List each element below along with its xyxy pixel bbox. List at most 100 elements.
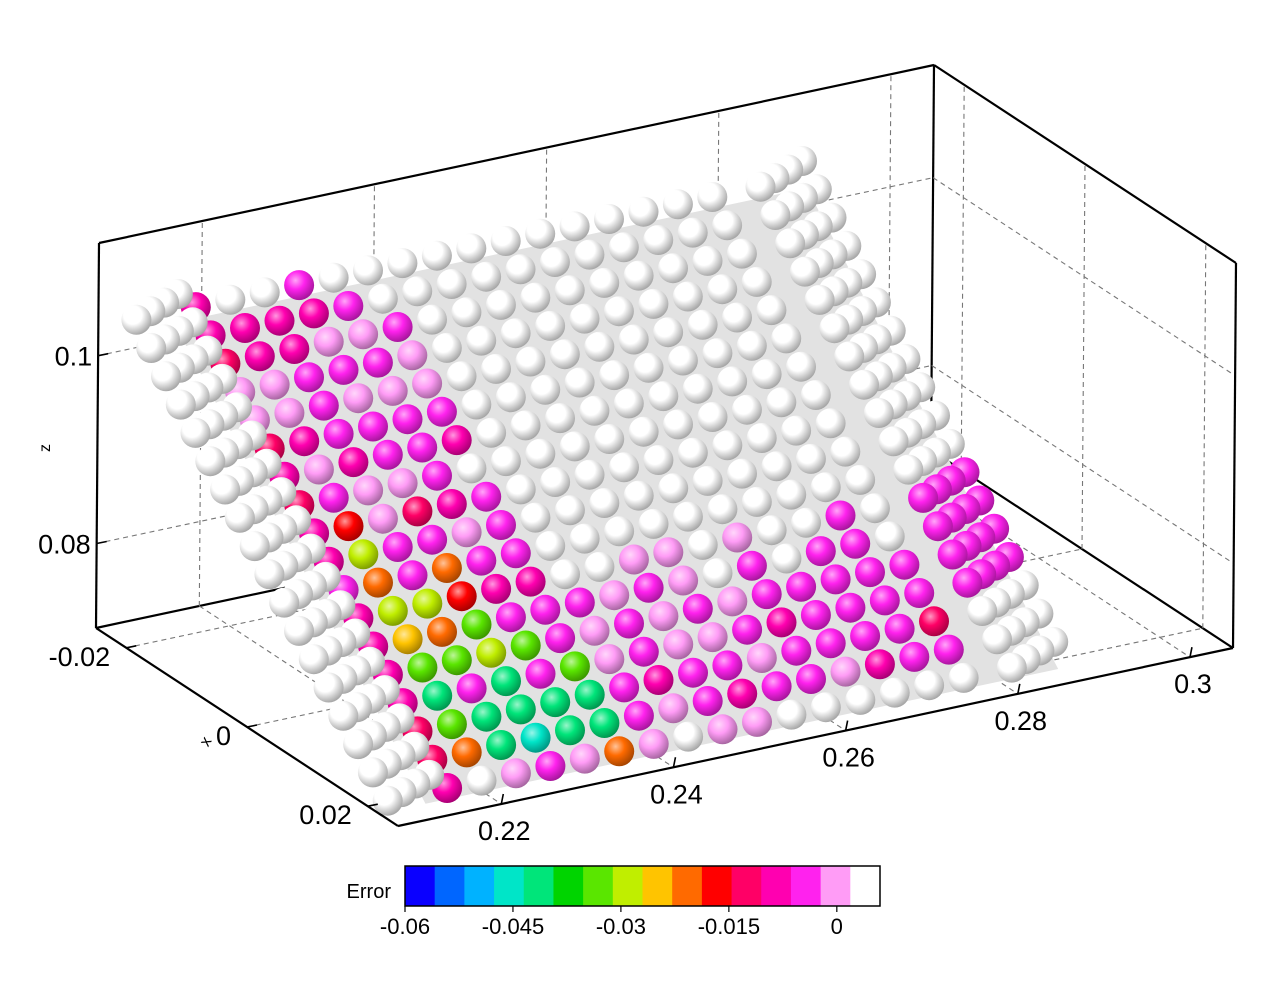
data-point	[313, 326, 344, 357]
data-point	[554, 495, 585, 526]
colorbar-tick-label: -0.045	[482, 914, 544, 939]
data-point	[303, 454, 334, 485]
x-tick-label: 0	[216, 721, 231, 751]
data-point	[343, 383, 374, 414]
data-point	[884, 613, 915, 644]
data-point	[343, 729, 374, 760]
data-point	[584, 551, 615, 582]
data-point	[481, 353, 511, 384]
data-point	[751, 579, 782, 610]
error-spheres	[121, 146, 1069, 816]
data-point	[707, 714, 738, 745]
data-point	[510, 410, 541, 441]
data-point	[540, 467, 571, 497]
y-tick-mark	[1017, 683, 1021, 695]
data-point	[628, 416, 659, 447]
data-point	[559, 431, 590, 462]
y-tick-label: 0.24	[650, 779, 703, 809]
data-point	[967, 596, 998, 626]
colorbar-swatch	[790, 866, 822, 906]
data-point	[628, 196, 659, 227]
data-point	[274, 397, 305, 428]
data-point	[845, 684, 876, 715]
colorbar-swatch	[553, 866, 584, 906]
data-point	[786, 571, 817, 602]
data-point	[771, 323, 802, 354]
data-point	[328, 700, 359, 731]
data-point	[436, 709, 467, 740]
data-point	[515, 566, 546, 597]
data-point	[658, 253, 688, 284]
colorbar-swatch	[672, 866, 703, 906]
data-point	[638, 728, 669, 759]
data-point	[574, 679, 605, 710]
data-point	[712, 430, 743, 461]
data-point	[564, 587, 595, 618]
colorbar-swatch	[434, 866, 465, 906]
data-point	[613, 388, 644, 419]
box-edge-back	[98, 63, 935, 245]
data-point	[579, 395, 610, 426]
colorbar-tick-label: -0.015	[698, 914, 760, 939]
data-point	[490, 446, 521, 477]
data-point	[594, 644, 625, 675]
data-point	[825, 500, 856, 531]
data-point	[589, 708, 620, 738]
y-tick-label: 0.28	[995, 706, 1048, 736]
data-point	[264, 305, 295, 336]
data-point	[840, 528, 871, 559]
data-point	[746, 423, 777, 453]
y-tick-label: 0.26	[822, 743, 875, 773]
data-point	[249, 277, 280, 308]
data-point	[530, 594, 561, 625]
data-point	[869, 585, 900, 616]
data-point	[476, 417, 507, 448]
data-point	[609, 452, 639, 483]
data-point	[697, 402, 728, 432]
data-point	[535, 530, 566, 561]
data-point	[363, 567, 393, 598]
data-point	[289, 426, 320, 457]
data-point	[333, 291, 364, 321]
data-point	[677, 217, 708, 248]
data-point	[623, 700, 654, 731]
data-point	[834, 341, 865, 372]
data-point	[441, 425, 472, 456]
data-point	[387, 248, 418, 279]
data-point	[500, 538, 531, 569]
colorbar-swatch	[820, 866, 851, 906]
y-tick-mark	[1189, 647, 1193, 658]
data-point	[643, 665, 674, 695]
data-point	[564, 367, 595, 398]
data-point	[682, 593, 713, 624]
data-point	[618, 544, 649, 575]
data-point	[604, 736, 635, 767]
data-point	[426, 396, 457, 427]
data-point	[525, 438, 556, 469]
data-point	[318, 482, 349, 513]
data-point	[574, 239, 605, 270]
data-point	[545, 623, 576, 654]
data-point	[741, 266, 772, 297]
data-point	[756, 295, 787, 326]
data-point	[697, 622, 728, 653]
data-point	[505, 694, 536, 725]
data-point	[481, 573, 512, 604]
data-point	[815, 408, 846, 439]
data-point	[121, 304, 152, 335]
data-point	[421, 240, 452, 271]
data-point	[446, 581, 477, 612]
data-point	[180, 417, 211, 448]
box-edge-front	[1231, 262, 1238, 649]
data-point	[633, 352, 664, 383]
data-point	[555, 715, 585, 746]
data-point	[569, 523, 600, 554]
data-point	[417, 524, 448, 555]
data-point	[672, 501, 703, 532]
data-point	[707, 274, 738, 305]
data-point	[687, 309, 718, 340]
data-point	[648, 601, 679, 632]
data-point	[638, 288, 669, 319]
data-point	[702, 338, 733, 369]
